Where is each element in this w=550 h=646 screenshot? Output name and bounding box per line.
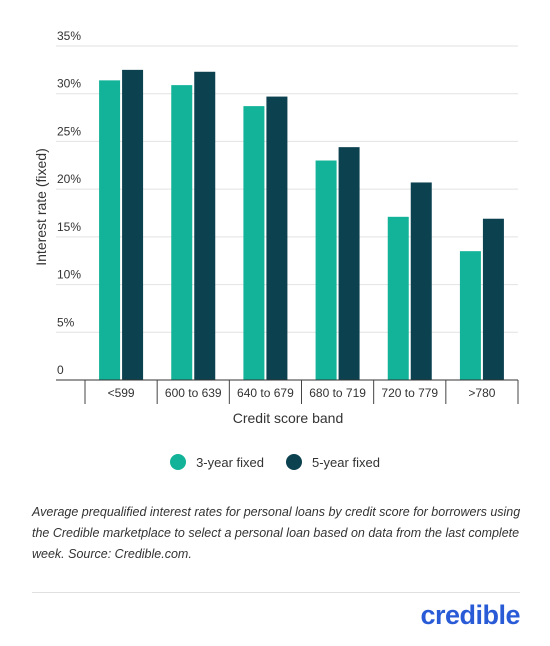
x-tick-label: >780 [468, 386, 495, 400]
legend-swatch-5-year [286, 454, 302, 470]
y-tick-label: 15% [57, 220, 81, 234]
legend: 3-year fixed 5-year fixed [0, 454, 550, 470]
divider [32, 592, 520, 593]
y-tick-label: 0 [57, 363, 64, 377]
bars [99, 69, 504, 381]
bar-chart: 0 5% 10% 15% 20% 25% 30% 35% <599 600 to 639 640 … [33, 29, 519, 426]
legend-item-3-year: 3-year fixed [170, 454, 264, 470]
legend-label-5-year: 5-year fixed [312, 454, 380, 470]
y-tick-label: 5% [57, 315, 75, 329]
bar-5-year [194, 71, 216, 380]
y-tick-label: 25% [57, 124, 81, 138]
bar-5-year [338, 147, 360, 380]
bar-3-year [99, 80, 121, 381]
x-tick-label: 600 to 639 [165, 386, 222, 400]
y-axis-title: Interest rate (fixed) [33, 148, 49, 266]
bar-3-year [459, 251, 481, 380]
x-tick-label: <599 [108, 386, 135, 400]
legend-label-3-year: 3-year fixed [196, 454, 264, 470]
x-axis-title: Credit score band [233, 410, 344, 426]
y-tick-label: 35% [57, 29, 81, 43]
bar-3-year [171, 85, 193, 380]
chart-caption: Average prequalified interest rates for … [32, 505, 521, 561]
bar-5-year [266, 96, 288, 380]
bar-5-year [122, 69, 144, 380]
x-tick-label: 640 to 679 [237, 386, 294, 400]
legend-swatch-3-year [170, 454, 187, 470]
y-tick-label: 30% [57, 77, 81, 91]
x-tick-label: 720 to 779 [381, 386, 438, 400]
bar-5-year [410, 182, 432, 380]
legend-item-5-year: 5-year fixed [286, 454, 380, 470]
bar-5-year [482, 218, 504, 380]
x-axis: <599 600 to 639 640 to 679 680 to 719 720 to… [56, 379, 519, 404]
y-axis-ticks: 0 5% 10% 15% 20% 25% 30% 35% [57, 29, 81, 377]
bar-3-year [387, 216, 409, 380]
credible-logo: credible [420, 600, 520, 630]
y-tick-label: 20% [57, 172, 81, 186]
bar-3-year [243, 106, 265, 381]
y-tick-label: 10% [57, 268, 81, 282]
x-tick-label: 680 to 719 [309, 386, 366, 400]
bar-3-year [315, 160, 337, 380]
